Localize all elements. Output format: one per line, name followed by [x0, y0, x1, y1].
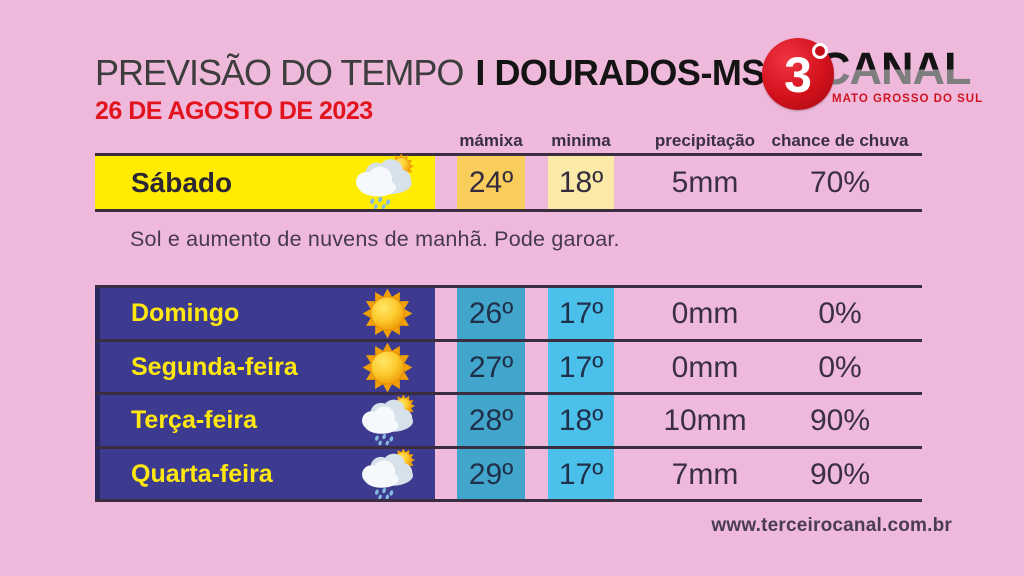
website-url: www.terceirocanal.com.br — [711, 515, 952, 536]
max-temp: 27º — [468, 351, 514, 384]
logo-region: MATO GROSSO DO SUL — [832, 93, 984, 105]
logo-number: 3 — [784, 47, 812, 103]
logo-name: CANAL — [818, 46, 983, 91]
table-row: Domingo 26º 17º 0mm 0% — [95, 288, 922, 339]
rule-bottom-today — [95, 209, 922, 212]
sun-icon — [345, 341, 429, 394]
today-summary: Sol e aumento de nuvens de manhã. Pode g… — [130, 227, 620, 251]
title-separator: I — [475, 52, 485, 93]
min-temp: 17º — [558, 297, 604, 330]
table-row: Quarta-feira 29º 17º 7mm 90% — [95, 448, 922, 501]
rain-chance: 0% — [818, 351, 862, 384]
day-label: Domingo — [131, 299, 240, 327]
rule-week-4 — [95, 499, 922, 502]
day-label: Quarta-feira — [131, 460, 273, 488]
precipitation: 0mm — [671, 297, 739, 330]
min-temp: 17º — [558, 351, 604, 384]
column-header-max: mámixa — [459, 131, 523, 150]
sun-behind-rain-cloud-icon — [345, 394, 429, 447]
today-row: Sábado — [95, 153, 435, 211]
min-temp: 17º — [558, 458, 604, 491]
rain-chance: 90% — [809, 404, 871, 437]
rule-week-2 — [95, 392, 922, 395]
precipitation: 7mm — [671, 458, 739, 491]
table-row: Terça-feira 28º 18º 10mm 90% — [95, 394, 922, 447]
forecast-date: 26 DE AGOSTO DE 2023 — [95, 97, 373, 125]
today-precipitation: 5mm — [671, 166, 739, 199]
logo-3-icon: 3 º — [762, 38, 834, 110]
precipitation: 10mm — [663, 404, 747, 437]
sun-behind-rain-cloud-icon — [345, 448, 429, 501]
column-header-precipitation: precipitação — [654, 131, 756, 150]
sun-behind-rain-cloud-icon — [339, 153, 429, 211]
today-rain-chance: 70% — [809, 166, 871, 199]
rule-week-1 — [95, 339, 922, 342]
table-row: Segunda-feira 27º 17º 0mm 0% — [95, 342, 922, 393]
rule-top-today — [95, 153, 922, 156]
rule-week-3 — [95, 446, 922, 449]
column-header-min: minima — [551, 131, 611, 150]
title-location: DOURADOS-MS — [494, 52, 765, 93]
today-day-label: Sábado — [131, 167, 233, 198]
max-temp: 29º — [468, 458, 514, 491]
rain-chance: 90% — [809, 458, 871, 491]
sun-icon — [345, 287, 429, 340]
precipitation: 0mm — [671, 351, 739, 384]
title-text: PREVISÃO DO TEMPO — [95, 52, 464, 93]
channel-logo: 3 º CANAL MATO GROSSO DO SUL — [762, 38, 983, 110]
max-temp: 26º — [468, 297, 514, 330]
today-min-temp: 18º — [548, 156, 614, 209]
rule-week-0 — [95, 285, 922, 288]
page-title: PREVISÃO DO TEMPO I DOURADOS-MS — [95, 52, 765, 94]
max-temp: 28º — [468, 404, 514, 437]
day-label: Segunda-feira — [131, 353, 298, 381]
column-header-rain-chance: chance de chuva — [771, 131, 909, 150]
rain-chance: 0% — [818, 297, 862, 330]
logo-degree-icon: º — [812, 43, 828, 59]
min-temp: 18º — [558, 404, 604, 437]
day-label: Terça-feira — [131, 406, 257, 434]
today-max-temp: 24º — [457, 156, 525, 209]
